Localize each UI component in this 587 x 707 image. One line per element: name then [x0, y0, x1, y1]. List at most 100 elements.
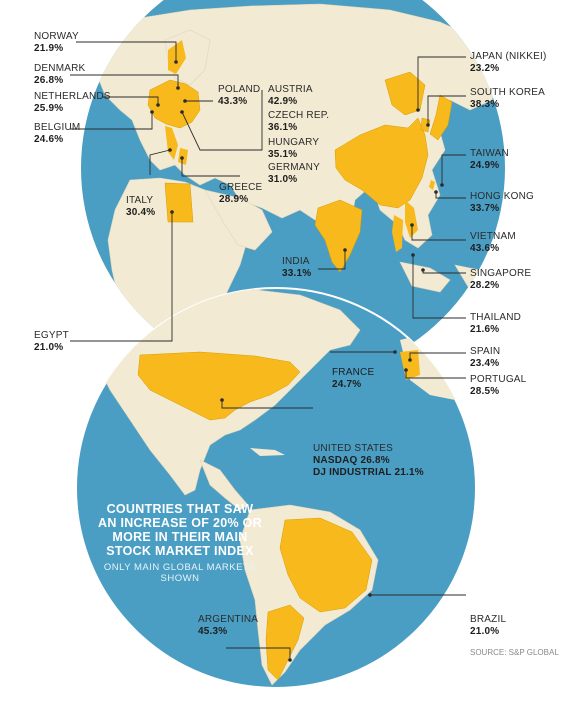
western-hemisphere-globe: [75, 287, 477, 689]
label-spain: SPAIN 23.4%: [470, 346, 500, 370]
label-netherlands: NETHERLANDS 25.9%: [34, 91, 111, 115]
japan-name: JAPAN (NIKKEI): [470, 51, 547, 62]
italy-value: 30.4%: [126, 207, 156, 218]
france-name: FRANCE: [332, 367, 375, 378]
portugal-name: PORTUGAL: [470, 374, 527, 385]
label-italy: ITALY 30.4%: [126, 195, 155, 219]
germany-value: 31.0%: [268, 174, 298, 185]
caribbean-land: [250, 448, 285, 456]
map-title: COUNTRIES THAT SAW AN INCREASE OF 20% OR…: [98, 502, 262, 558]
leader-norway: [76, 41, 177, 62]
hong-kong-name: HONG KONG: [470, 191, 535, 202]
vietnam-name: VIETNAM: [470, 231, 516, 242]
label-hong-kong: HONG KONG 33.7%: [470, 191, 534, 215]
leader-taiwan: [441, 154, 466, 185]
iberia-highlight: [400, 350, 420, 380]
thailand-name: THAILAND: [470, 312, 522, 323]
spain-value: 23.4%: [470, 358, 500, 369]
leader-italy: [149, 149, 171, 175]
leader-thailand: [412, 255, 466, 319]
leader-south-korea: [427, 95, 466, 125]
vietnam-value: 43.6%: [470, 243, 500, 254]
label-south-korea: SOUTH KOREA 38.3%: [470, 87, 545, 111]
austria-value: 42.9%: [268, 96, 298, 107]
czech-value: 36.1%: [268, 122, 298, 133]
leader-austria: [181, 90, 263, 151]
netherlands-name: NETHERLANDS: [34, 91, 111, 102]
label-singapore: SINGAPORE 28.2%: [470, 268, 531, 292]
japan-land: [429, 94, 453, 141]
label-portugal: PORTUGAL 28.5%: [470, 374, 526, 398]
netherlands-value: 25.9%: [34, 103, 64, 114]
vietnam-land: [405, 200, 418, 238]
argentina-value: 45.3%: [198, 626, 228, 637]
taiwan-name: TAIWAN: [470, 148, 509, 159]
leader-denmark: [70, 74, 179, 88]
leader-argentina: [226, 647, 291, 660]
label-belgium: BELGIUM 24.6%: [34, 122, 80, 146]
singapore-name: SINGAPORE: [470, 268, 532, 279]
south-korea-value: 38.3%: [470, 99, 500, 110]
leader-vietnam: [411, 225, 466, 241]
hungary-name: HUNGARY: [268, 137, 320, 148]
egypt-land: [164, 182, 194, 223]
hong-kong-value: 33.7%: [470, 203, 500, 214]
austria-name: AUSTRIA: [268, 84, 313, 95]
label-japan: JAPAN (NIKKEI) 23.2%: [470, 51, 547, 75]
leader-netherlands: [102, 96, 159, 105]
label-thailand: THAILAND 21.6%: [470, 312, 521, 336]
india-value: 33.1%: [282, 268, 312, 279]
czech-name: CZECH REP.: [268, 110, 330, 121]
argentina-name: ARGENTINA: [198, 614, 259, 625]
brazil-highlight: [279, 517, 373, 613]
denmark-name: DENMARK: [34, 63, 86, 74]
arabia-land: [204, 189, 273, 251]
united-states-nasdaq: NASDAQ 26.8%: [313, 455, 390, 466]
leader-dots: [150, 60, 444, 662]
thailand-value: 21.6%: [470, 324, 500, 335]
leader-portugal: [405, 370, 466, 379]
greece-name: GREECE: [219, 182, 263, 193]
label-germany: GERMANY 31.0%: [268, 162, 320, 186]
japan-value: 23.2%: [470, 63, 500, 74]
leader-spain: [409, 352, 466, 360]
label-taiwan: TAIWAN 24.9%: [470, 148, 509, 172]
leader-egypt: [70, 212, 173, 342]
usa-highlight: [137, 351, 301, 421]
leader-japan: [417, 56, 466, 110]
map-subtitle: ONLY MAIN GLOBAL MARKETS SHOWN: [103, 562, 257, 584]
norway-land: [168, 40, 186, 74]
united-states-dj: DJ INDUSTRIAL 21.1%: [313, 467, 424, 478]
taiwan-land: [429, 180, 435, 190]
label-brazil: BRAZIL 21.0%: [470, 614, 506, 638]
leader-greece: [181, 158, 240, 177]
label-egypt: EGYPT 21.0%: [34, 330, 69, 354]
label-czech: CZECH REP. 36.1%: [268, 110, 329, 134]
taiwan-value: 24.9%: [470, 160, 500, 171]
south-korea-name: SOUTH KOREA: [470, 87, 545, 98]
label-austria: AUSTRIA 42.9%: [268, 84, 313, 108]
label-norway: NORWAY 21.9%: [34, 31, 79, 55]
label-united-states: UNITED STATES NASDAQ 26.8% DJ INDUSTRIAL…: [313, 443, 424, 479]
hungary-value: 35.1%: [268, 149, 298, 160]
leader-belgium: [70, 112, 153, 130]
leader-us: [221, 400, 313, 409]
denmark-value: 26.8%: [34, 75, 64, 86]
thailand-land: [392, 215, 403, 252]
egypt-value: 21.0%: [34, 342, 64, 353]
leader-lines: [70, 41, 466, 660]
central-america-land: [199, 459, 249, 511]
spain-name: SPAIN: [470, 346, 501, 357]
russia-east-highlight: [384, 71, 426, 116]
greece-land: [178, 148, 188, 165]
poland-name: POLAND: [218, 84, 261, 95]
portugal-value: 28.5%: [470, 386, 500, 397]
source-note: SOURCE: S&P GLOBAL: [470, 648, 559, 657]
china-land: [334, 117, 429, 209]
norway-name: NORWAY: [34, 31, 79, 42]
label-greece: GREECE 28.9%: [219, 182, 262, 206]
norway-value: 21.9%: [34, 43, 64, 54]
france-value: 24.7%: [332, 379, 362, 390]
leader-hong-kong: [435, 192, 466, 199]
